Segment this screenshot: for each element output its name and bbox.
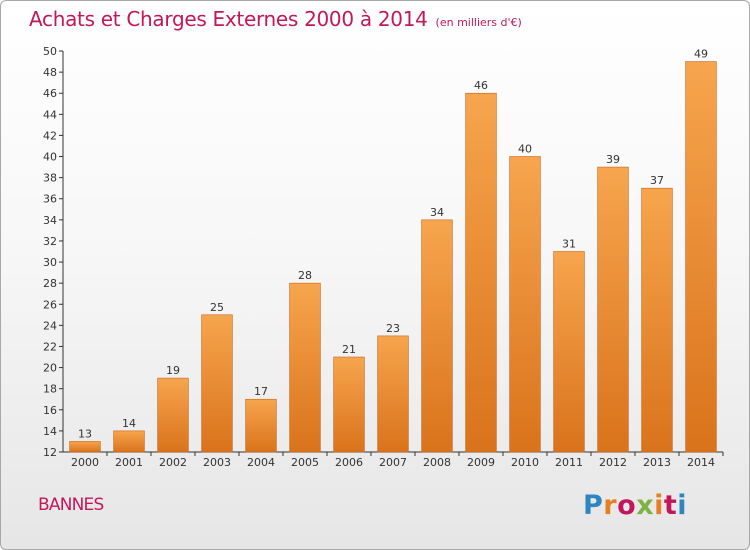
y-tick-label: 24: [43, 319, 57, 332]
data-label-2005: 28: [298, 269, 312, 282]
data-label-2008: 34: [430, 206, 444, 219]
x-tick-label: 2005: [291, 456, 319, 469]
x-tick-label: 2013: [643, 456, 671, 469]
x-tick-label: 2004: [247, 456, 275, 469]
x-tick-label: 2014: [687, 456, 715, 469]
y-tick-label: 50: [43, 45, 57, 58]
y-tick-label: 22: [43, 340, 57, 353]
logo-letter: r: [603, 490, 618, 521]
data-labels: 13 14 19 25 17 28 21 23 34 46 40 31 39 37 49: [78, 48, 708, 441]
data-label-2009: 46: [474, 79, 488, 92]
y-tick-label: 38: [43, 172, 57, 185]
data-label-2002: 19: [166, 364, 180, 377]
logo-letter: o: [617, 490, 637, 521]
bar-2012: [597, 166, 629, 453]
bar-2006: [333, 356, 365, 453]
y-tick-label: 12: [43, 446, 57, 459]
chart-subtitle: (en milliers d'€): [435, 16, 522, 29]
y-tick-label: 32: [43, 235, 57, 248]
data-label-2010: 40: [518, 143, 532, 156]
bar-2001: [113, 430, 145, 453]
bar-2011: [553, 251, 585, 453]
x-tick-label: 2007: [379, 456, 407, 469]
data-label-2011: 31: [562, 238, 576, 251]
x-axis: 2000 2001 2002 2003 2004 2005 2006 2007 2008 2009…: [71, 452, 724, 469]
data-label-2014: 49: [694, 48, 708, 61]
y-tick-label: 46: [43, 87, 57, 100]
data-label-2012: 39: [606, 153, 620, 166]
bar-2002: [157, 377, 189, 453]
logo-letter: P: [583, 490, 604, 521]
y-tick-label: 14: [43, 425, 57, 438]
logo-letter: i: [654, 490, 664, 521]
y-tick-label: 44: [43, 108, 57, 121]
y-tick-label: 16: [43, 404, 57, 417]
bar-2004: [245, 398, 277, 453]
y-tick-label: 34: [43, 214, 57, 227]
bars-group: [69, 61, 717, 453]
y-tick-label: 18: [43, 383, 57, 396]
x-tick-label: 2011: [555, 456, 583, 469]
data-label-2003: 25: [210, 301, 224, 314]
bar-2008: [421, 219, 453, 453]
x-tick-label: 2012: [599, 456, 627, 469]
x-tick-label: 2001: [115, 456, 143, 469]
bar-2005: [289, 282, 321, 453]
y-tick-label: 28: [43, 277, 57, 290]
y-tick-label: 48: [43, 66, 57, 79]
chart-title: Achats et Charges Externes 2000 à 2014 (e…: [29, 7, 522, 31]
proxiti-logo: Proxiti: [583, 490, 687, 521]
bar-2007: [377, 335, 409, 453]
data-label-2004: 17: [254, 385, 268, 398]
x-tick-label: 2003: [203, 456, 231, 469]
x-tick-label: 2010: [511, 456, 539, 469]
y-tick-label: 30: [43, 256, 57, 269]
chart-title-text: Achats et Charges Externes 2000 à 2014: [29, 7, 428, 31]
data-label-2001: 14: [122, 417, 136, 430]
x-tick-label: 2006: [335, 456, 363, 469]
data-label-2006: 21: [342, 343, 356, 356]
x-tick-label: 2002: [159, 456, 187, 469]
bar-2014: [685, 61, 717, 453]
logo-letter: i: [677, 490, 688, 521]
y-axis: 12 14 16 18 20 22 24 26 28 30 32 34 36 38 40 42 44 46 48 50: [43, 45, 63, 459]
bar-2003: [201, 314, 233, 453]
y-tick-label: 36: [43, 193, 57, 206]
x-tick-label: 2008: [423, 456, 451, 469]
y-tick-label: 42: [43, 129, 57, 142]
logo-letter: x: [636, 490, 655, 521]
y-tick-label: 40: [43, 151, 57, 164]
bar-2010: [509, 156, 541, 453]
bar-2009: [465, 92, 497, 453]
data-label-2007: 23: [386, 322, 400, 335]
data-label-2013: 37: [650, 174, 664, 187]
y-tick-label: 20: [43, 362, 57, 375]
logo-letter: t: [663, 490, 678, 521]
x-tick-label: 2009: [467, 456, 495, 469]
x-tick-label: 2000: [71, 456, 99, 469]
commune-name: BANNES: [38, 495, 104, 515]
data-label-2000: 13: [78, 427, 92, 440]
bar-2013: [641, 187, 673, 453]
bar-2000: [69, 441, 101, 453]
y-tick-label: 26: [43, 298, 57, 311]
